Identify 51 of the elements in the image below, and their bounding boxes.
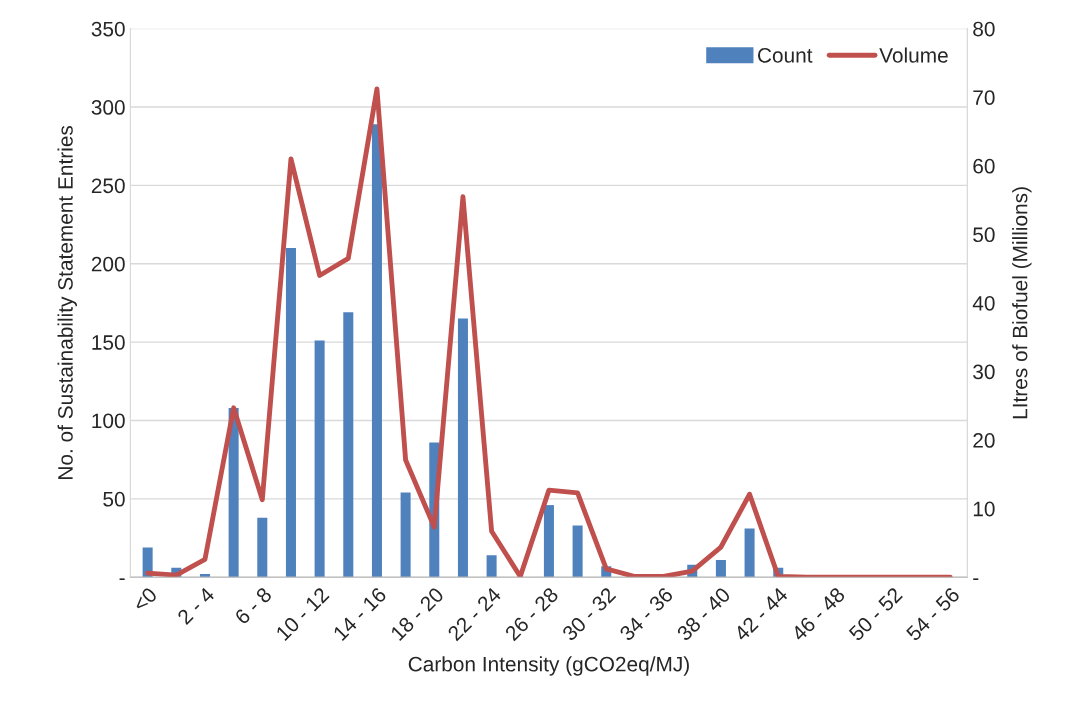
y-tick-label: 100	[92, 413, 125, 429]
y2-tick-label: -	[973, 578, 979, 581]
bar	[199, 574, 210, 578]
x-tick-label: 38 - 40	[676, 586, 732, 642]
x-tick-label: 2 - 4	[176, 586, 216, 625]
y-tick-label: 250	[91, 178, 125, 194]
bar	[314, 340, 325, 578]
y-tick-label: 200	[91, 256, 125, 272]
bar	[257, 517, 268, 578]
y-tick-label: 300	[91, 100, 125, 115]
y2-tick-label: 40	[972, 295, 995, 311]
y2-axis-title: LItres of Biofuel (Millions)	[1012, 187, 1032, 419]
bar	[400, 492, 411, 578]
y2-tick-label: 80	[973, 21, 995, 37]
legend-label: Count	[757, 47, 813, 63]
bar	[744, 528, 755, 578]
y-tick-label: 50	[103, 491, 125, 507]
y-tick-label: -	[119, 578, 125, 581]
x-tick-label: 46 - 48	[790, 586, 846, 642]
x-tick-label: 26 - 28	[504, 586, 560, 642]
x-tick-label: 14 - 16	[332, 586, 388, 642]
y2-tick-label: 10	[973, 501, 995, 517]
legend-label: Volume	[879, 47, 948, 63]
y-axis-title: No. of Sustainability Statement Entries	[57, 125, 77, 479]
y2-tick-label: 30	[973, 364, 995, 380]
x-tick-label: 54 - 56	[905, 586, 961, 642]
x-tick-label: 30 - 32	[561, 586, 617, 642]
x-tick-label: 22 - 24	[446, 586, 502, 642]
x-tick-label: <0	[131, 586, 158, 613]
bar	[543, 505, 554, 578]
x-tick-label: 10 - 12	[275, 586, 330, 642]
x-tick-label: 50 - 52	[848, 586, 903, 642]
bar	[572, 525, 583, 578]
x-tick-label: 34 - 36	[618, 586, 674, 642]
y2-tick-label: 60	[973, 158, 995, 174]
x-tick-label: 42 - 44	[733, 586, 789, 642]
x-axis-title: Carbon Intensity (gCO2eq/MJ)	[408, 656, 689, 676]
x-tick-label: 18 - 20	[389, 586, 445, 642]
bar	[371, 124, 382, 578]
y-tick-label: 350	[91, 21, 125, 37]
bar	[343, 312, 354, 578]
bar	[457, 318, 468, 578]
line-series	[145, 86, 953, 578]
bar	[715, 559, 726, 578]
y2-tick-label: 20	[973, 433, 995, 448]
y2-tick-label: 50	[973, 227, 995, 243]
y-tick-label: 150	[92, 335, 125, 350]
y2-tick-label: 70	[973, 90, 995, 105]
bar	[285, 248, 296, 578]
bar	[486, 555, 497, 578]
x-tick-label: 6 - 8	[233, 586, 273, 626]
